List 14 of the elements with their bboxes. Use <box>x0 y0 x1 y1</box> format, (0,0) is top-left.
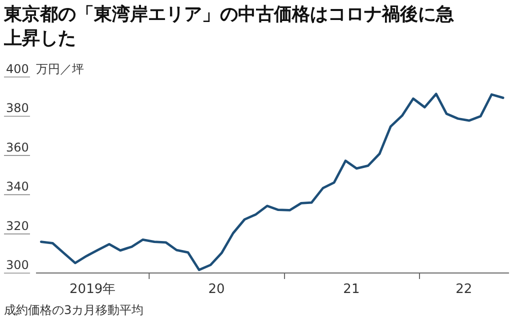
y-tick-label: 360 <box>6 140 29 154</box>
y-axis-title: 万円／坪 <box>36 62 84 76</box>
x-tick-label: 20 <box>208 282 225 297</box>
y-tick-label: 400 <box>6 62 29 76</box>
y-tick-label: 380 <box>6 101 29 116</box>
x-tick-label: 22 <box>456 282 472 297</box>
chart-title: 東京都の「東湾岸エリア」の中古価格はコロナ禍後に急上昇した <box>3 4 454 49</box>
y-tick-label: 300 <box>6 258 29 272</box>
y-tick-label: 340 <box>6 180 29 194</box>
text: 成約価格の3カ月移動平均 <box>4 303 144 317</box>
line-series <box>40 92 504 272</box>
x-tick-label: 2019年 <box>70 282 116 297</box>
y-tick-label: 320 <box>6 218 29 233</box>
x-tick-label: 21 <box>343 282 360 297</box>
